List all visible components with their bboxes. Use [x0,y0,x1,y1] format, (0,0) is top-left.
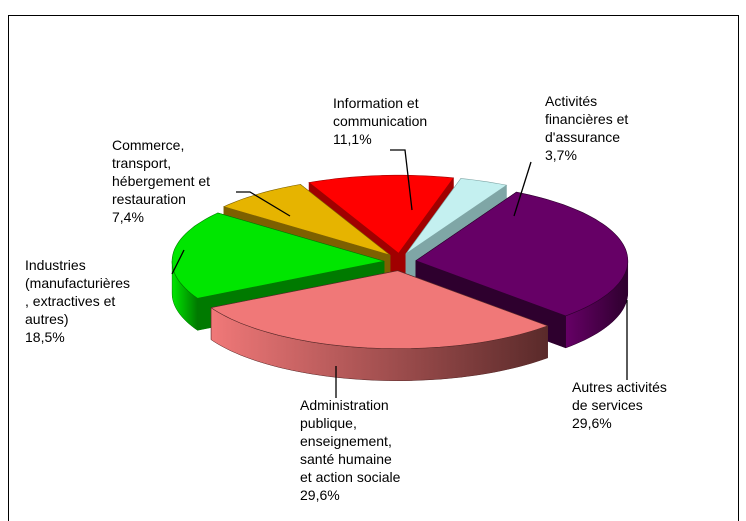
slice-label: , extractives et [25,293,115,309]
slice-value-label: 18,5% [25,329,65,345]
slice-label: Activités [545,93,597,109]
slice-label: publique, [300,415,357,431]
slice-label: hébergement et [112,173,210,189]
slice-value-label: 11,1% [333,131,372,147]
leader-line [236,191,291,217]
slice-label: Commerce, [112,137,184,153]
slice-label: Administration [300,397,389,413]
slice-value-label: 29,6% [300,487,340,503]
slice-top [308,174,455,254]
slice-label: Industries [25,257,86,273]
slice-label: Autres activités [572,379,667,395]
leader-line [171,249,185,275]
slice-label: communication [333,113,427,129]
slice [210,270,549,381]
slice-label: santé humaine [300,451,392,467]
slice-value-label: 3,7% [545,147,577,163]
leader-line [513,161,532,217]
slice-top [415,191,629,317]
slice-label: enseignement, [300,433,392,449]
leader-line [390,149,413,211]
slice-label: (manufacturières [25,275,130,291]
slice-label: de services [572,397,643,413]
slice-label: d'assurance [545,129,620,145]
slice-label: financières et [545,111,628,127]
slice-top [405,178,508,255]
slice-label: et action sociale [300,469,401,485]
slice-top [171,212,385,299]
slice-label: Information et [333,95,419,111]
slice-label: transport, [112,155,171,171]
slice-top [222,184,391,256]
slice-label: restauration [112,191,186,207]
slice-value-label: 7,4% [112,209,144,225]
slice-value-label: 29,6% [572,415,612,431]
slice-top [210,270,549,349]
slice-label: autres) [25,311,69,327]
